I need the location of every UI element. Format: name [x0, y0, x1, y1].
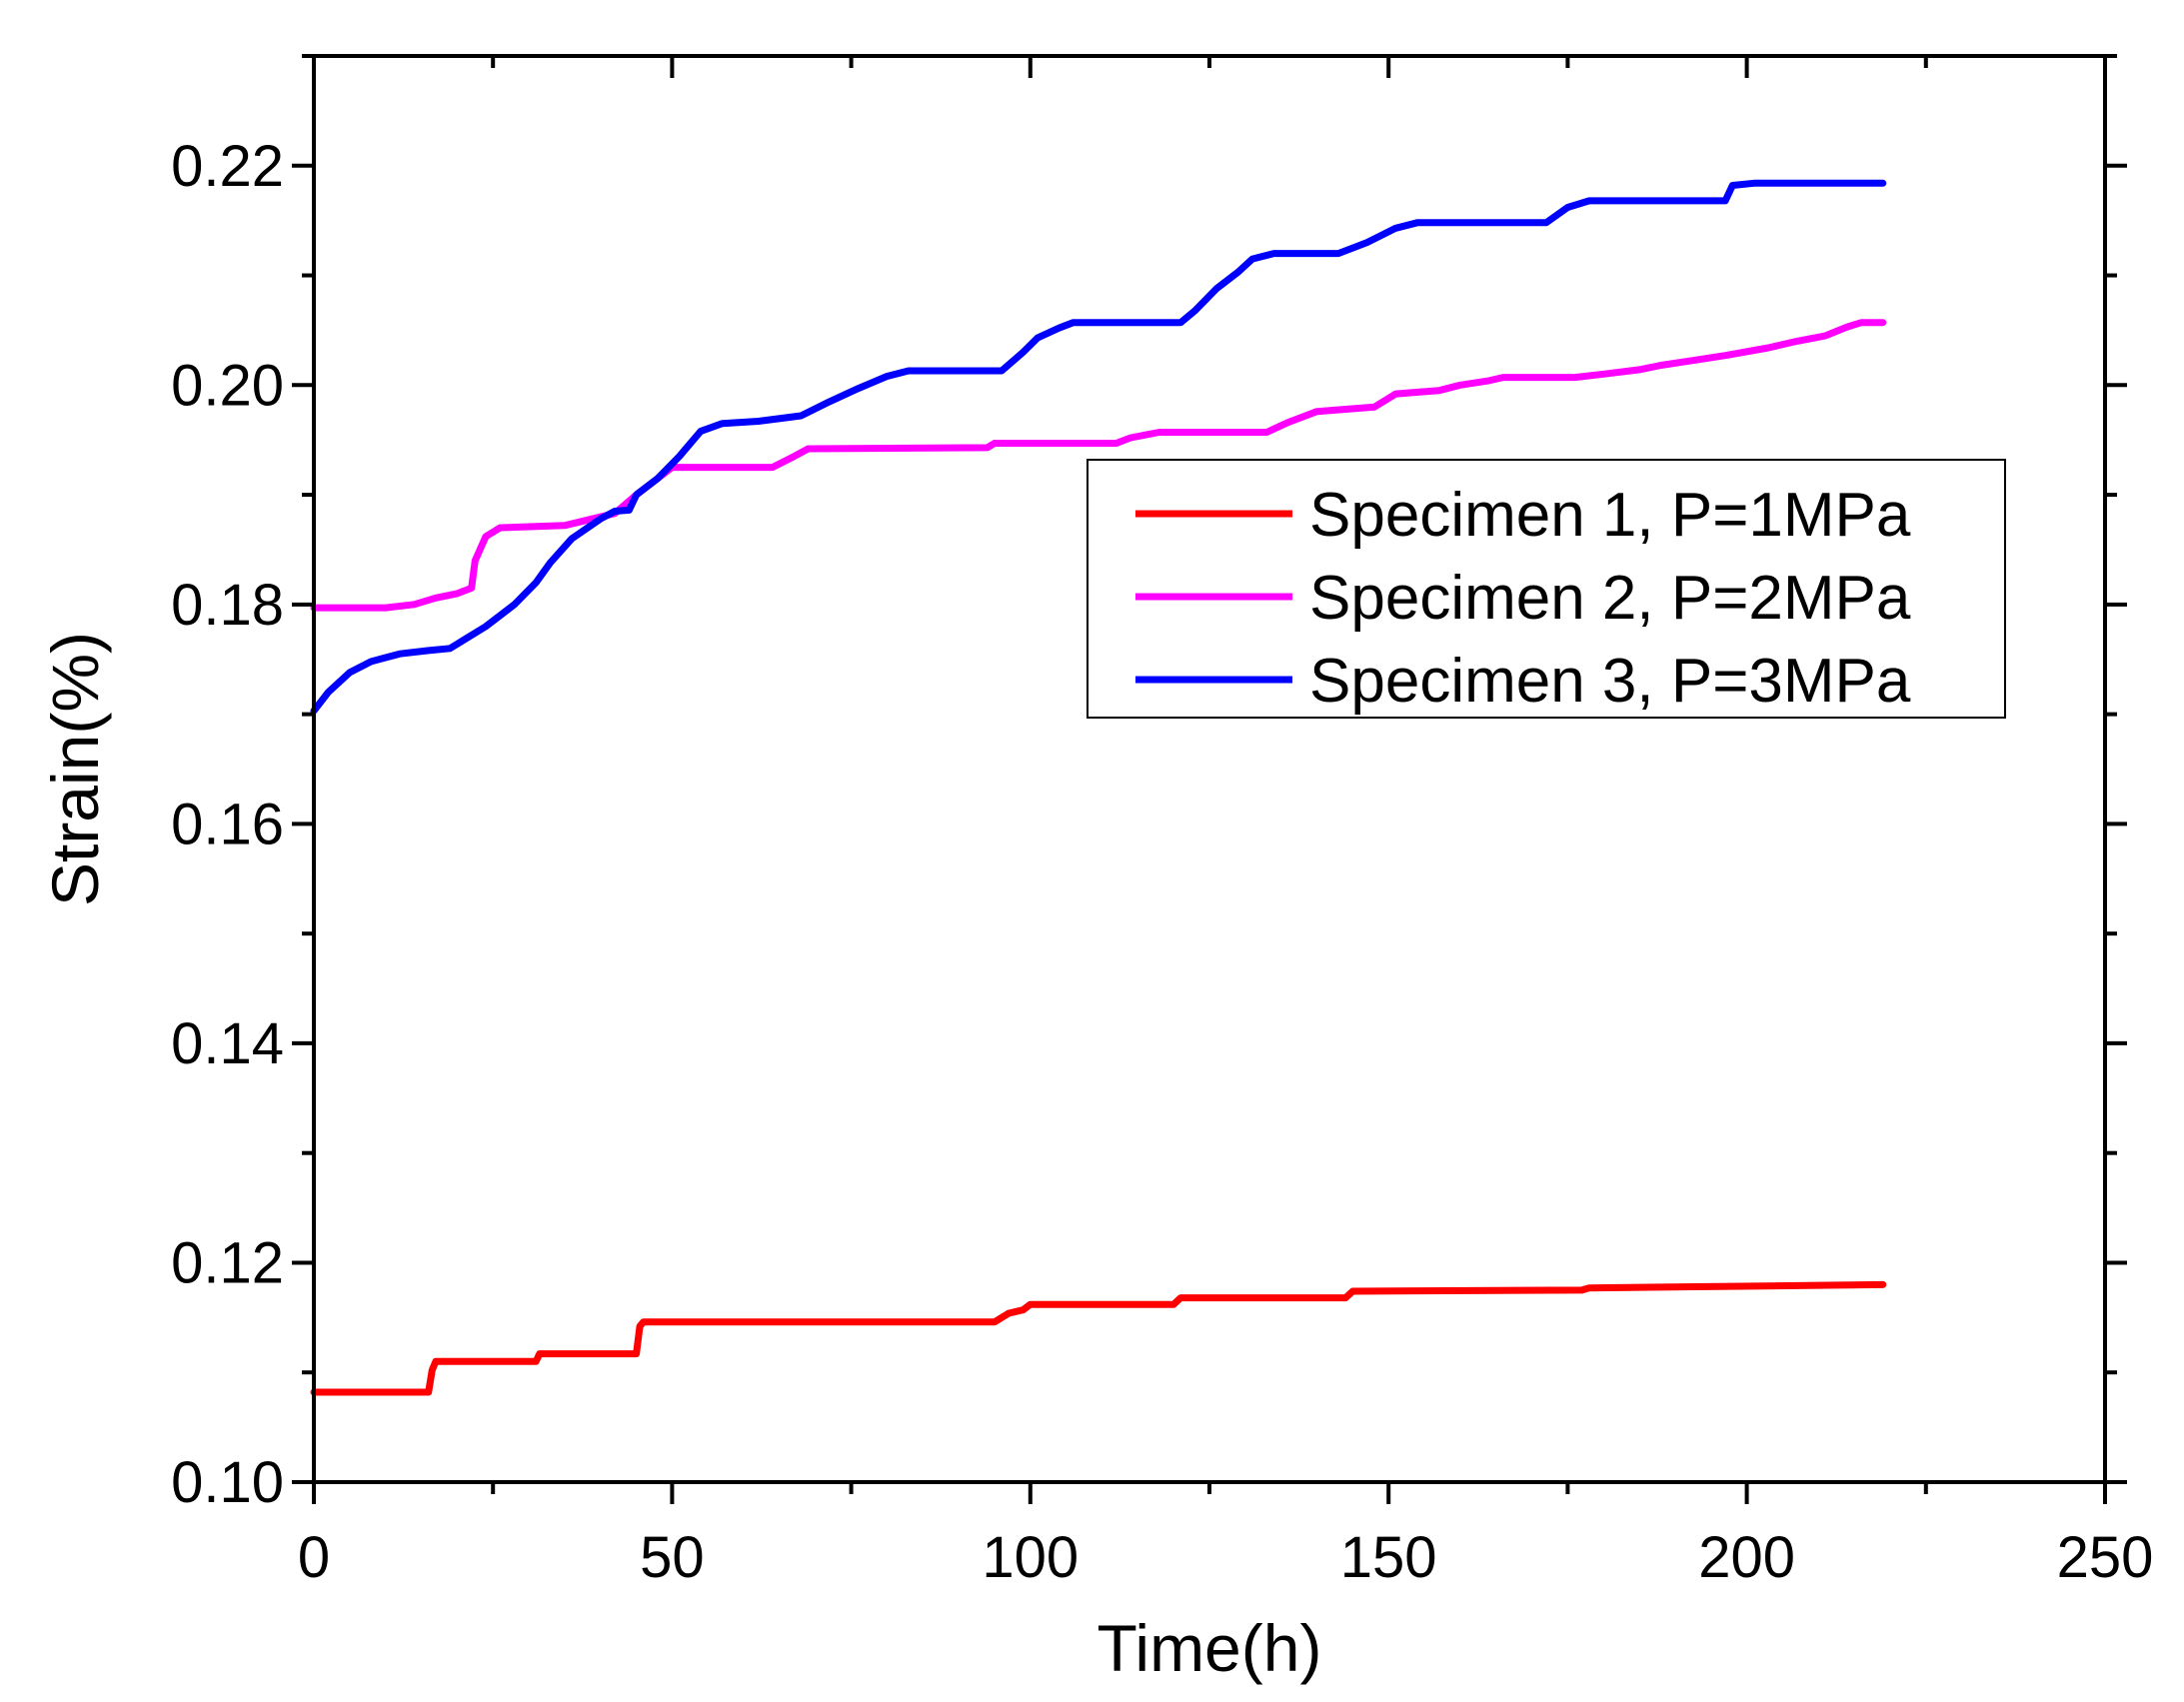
series-line-specimen-3 — [310, 179, 1887, 715]
legend-box — [1087, 459, 2006, 719]
x-tick-label: 100 — [982, 1525, 1079, 1590]
x-tick-label: 250 — [2057, 1525, 2154, 1590]
x-tick-label: 200 — [1698, 1525, 1795, 1590]
x-axis-title: Time(h) — [1097, 1611, 1322, 1685]
y-tick-label: 0.16 — [171, 792, 284, 856]
series-line-specimen-2 — [310, 319, 1887, 612]
y-tick-label: 0.10 — [171, 1450, 284, 1515]
axis-tick-labels: 0 50 100 150 200 250 0.10 0.12 0.14 0.16 0.18 0.20 0… — [171, 134, 2153, 1590]
x-tick-label: 150 — [1340, 1525, 1437, 1590]
plot-lines — [310, 179, 1887, 1396]
legend-label-specimen-2: Specimen 2, P=2MPa — [1309, 564, 1911, 633]
y-tick-label: 0.12 — [171, 1230, 284, 1295]
y-tick-label: 0.22 — [171, 134, 284, 199]
x-tick-label: 50 — [640, 1525, 705, 1590]
legend-label-specimen-3: Specimen 3, P=3MPa — [1309, 647, 1911, 716]
legend: Specimen 1, P=1MPa Specimen 2, P=2MPa Spec… — [1087, 459, 2006, 719]
y-axis-title: Strain(%) — [38, 632, 112, 906]
y-tick-label: 0.14 — [171, 1011, 284, 1076]
series-line-specimen-1 — [310, 1280, 1887, 1396]
legend-label-specimen-1: Specimen 1, P=1MPa — [1309, 481, 1911, 550]
x-tick-label: 0 — [298, 1525, 330, 1590]
y-tick-label: 0.20 — [171, 353, 284, 418]
y-tick-label: 0.18 — [171, 573, 284, 638]
axis-ticks — [292, 54, 2127, 1504]
